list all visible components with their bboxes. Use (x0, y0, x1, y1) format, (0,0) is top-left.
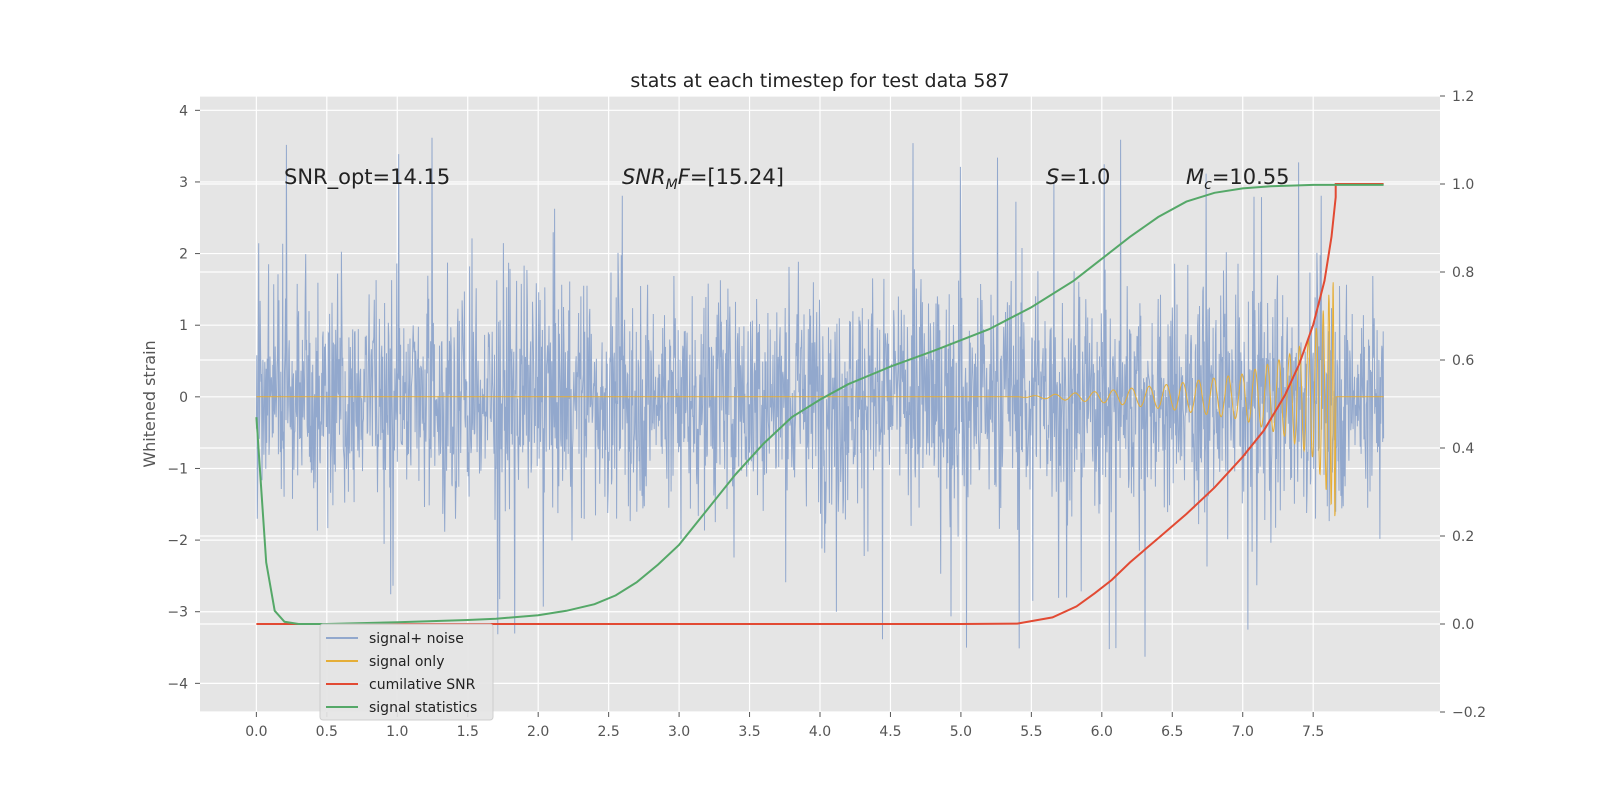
y-tick-label: −3 (167, 605, 188, 621)
y-tick-label: 1 (179, 318, 188, 334)
y2-tick-label: 1.0 (1452, 177, 1474, 193)
x-tick-label: 2.0 (527, 724, 549, 740)
annotation-s: S=1.0 (1046, 165, 1110, 189)
x-tick-label: 3.0 (668, 724, 690, 740)
x-tick-label: 1.5 (457, 724, 479, 740)
y-tick-label: 0 (179, 390, 188, 406)
x-tick-label: 7.5 (1302, 724, 1324, 740)
y2-tick-label: 0.8 (1452, 265, 1474, 281)
legend-label-signal-noise: signal+ noise (369, 631, 464, 647)
legend: signal+ noise signal only cumilative SNR… (319, 623, 494, 721)
signal-noise-line (255, 137, 1385, 657)
series-signal-noise (255, 137, 1385, 657)
ticks: 0.0 0.5 1.0 1.5 2.0 2.5 3.0 3.5 4.0 4.5 5.0 5.5 6.0 6… (167, 89, 1486, 740)
y2-tick-label: 0.6 (1452, 353, 1474, 369)
y-tick-label: 3 (179, 175, 188, 191)
y-axis-label: Whitened strain (140, 340, 159, 467)
x-tick-label: 5.5 (1020, 724, 1042, 740)
signal-only-line (256, 282, 1384, 517)
right-axis-series (255, 183, 1384, 625)
x-tick-label: 4.5 (879, 724, 901, 740)
y-tick-label: 4 (179, 103, 188, 119)
legend-label-signal-only: signal only (369, 654, 444, 670)
x-tick-label: 0.5 (316, 724, 338, 740)
annotations: SNR_opt=14.15 SNRMF=[15.24] S=1.0 Mc=10.… (284, 165, 1290, 193)
legend-label-cumilative-snr: cumilative SNR (369, 677, 476, 693)
y-tick-label: 2 (179, 247, 188, 263)
y-tick-label: −2 (167, 533, 188, 549)
x-tick-label: 7.0 (1232, 724, 1254, 740)
x-tick-label: 3.5 (738, 724, 760, 740)
y2-tick-label: 1.2 (1452, 89, 1474, 105)
y2-tick-label: −0.2 (1452, 705, 1486, 721)
chart-title: stats at each timestep for test data 587 (630, 70, 1009, 92)
x-tick-label: 6.0 (1091, 724, 1113, 740)
y2-tick-label: 0.2 (1452, 529, 1474, 545)
legend-label-signal-statistics: signal statistics (369, 700, 477, 716)
x-tick-label: 4.0 (809, 724, 831, 740)
y-tick-label: −4 (167, 676, 188, 692)
x-tick-label: 0.0 (245, 724, 267, 740)
x-tick-label: 2.5 (598, 724, 620, 740)
x-tick-label: 5.0 (950, 724, 972, 740)
signal-statistics-line (255, 183, 1384, 625)
x-tick-label: 1.0 (386, 724, 408, 740)
series-signal-only (256, 282, 1384, 517)
y-tick-label: −1 (167, 461, 188, 477)
cumilative-snr-line (256, 183, 1384, 625)
y2-tick-label: 0.0 (1452, 617, 1474, 633)
annotation-mc: Mc=10.55 (1186, 165, 1290, 193)
annotation-snr-opt: SNR_opt=14.15 (284, 165, 450, 190)
annotation-snr-mf: SNRMF=[15.24] (622, 165, 784, 193)
x-tick-label: 6.5 (1161, 724, 1183, 740)
legend-box (319, 623, 494, 721)
y2-tick-label: 0.4 (1452, 441, 1474, 457)
